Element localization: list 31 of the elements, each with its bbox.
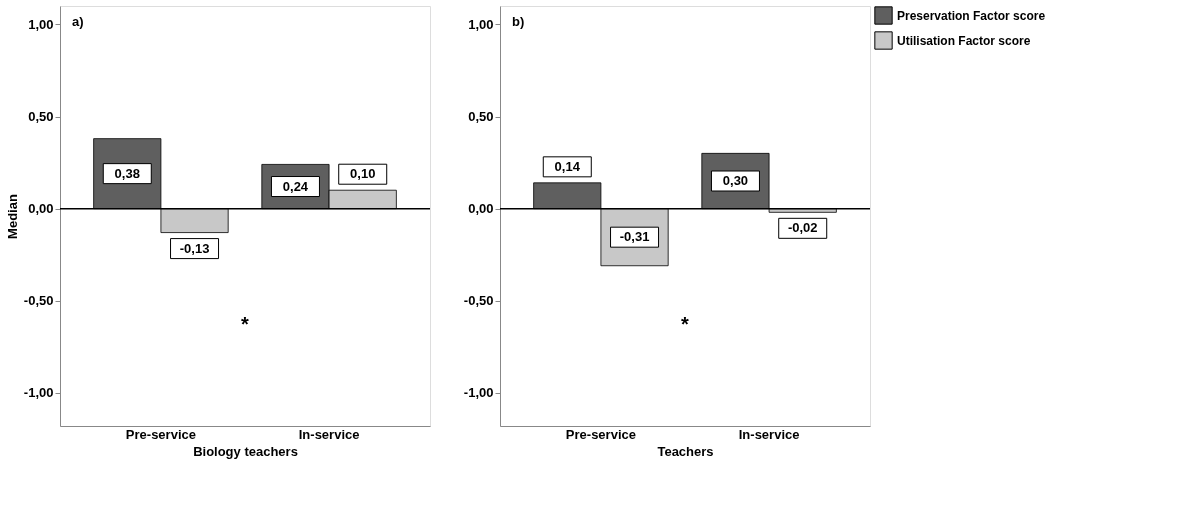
data-label: 0,38 — [114, 165, 140, 181]
legend-label: Preservation Factor score — [897, 8, 1046, 23]
data-label: -0,13 — [179, 240, 210, 256]
annotation: * — [681, 313, 690, 336]
y-tick-label: 0,00 — [468, 201, 494, 217]
x-axis-title: Biology teachers — [193, 443, 298, 459]
annotation: a) — [72, 14, 84, 29]
x-tick-label: In-service — [738, 426, 800, 442]
y-tick-label: 0,50 — [28, 109, 54, 125]
data-label: 0,14 — [554, 158, 581, 174]
annotation: * — [241, 313, 250, 336]
data-label: -0,02 — [787, 220, 818, 236]
y-axis-title: Median — [4, 194, 20, 239]
y-tick-label: 1,00 — [468, 16, 494, 32]
data-label: 0,30 — [722, 173, 749, 188]
data-label: 0,24 — [282, 178, 309, 194]
x-axis-title: Teachers — [657, 443, 714, 459]
data-label: -0,31 — [619, 229, 650, 245]
annotation: b) — [512, 14, 525, 29]
x-tick-label: Pre-service — [125, 426, 196, 442]
y-tick-label: 0,50 — [468, 109, 494, 125]
y-tick-label: 0,00 — [28, 201, 54, 217]
data-label: 0,10 — [350, 166, 376, 182]
y-tick-label: -0,50 — [463, 293, 494, 309]
y-tick-label: -1,00 — [23, 385, 54, 401]
legend-label: Utilisation Factor score — [897, 33, 1031, 48]
x-tick-label: Pre-service — [565, 426, 636, 442]
y-tick-label: -1,00 — [463, 385, 494, 401]
y-tick-label: 1,00 — [28, 16, 54, 32]
x-tick-label: In-service — [298, 426, 360, 442]
y-tick-label: -0,50 — [23, 293, 54, 309]
